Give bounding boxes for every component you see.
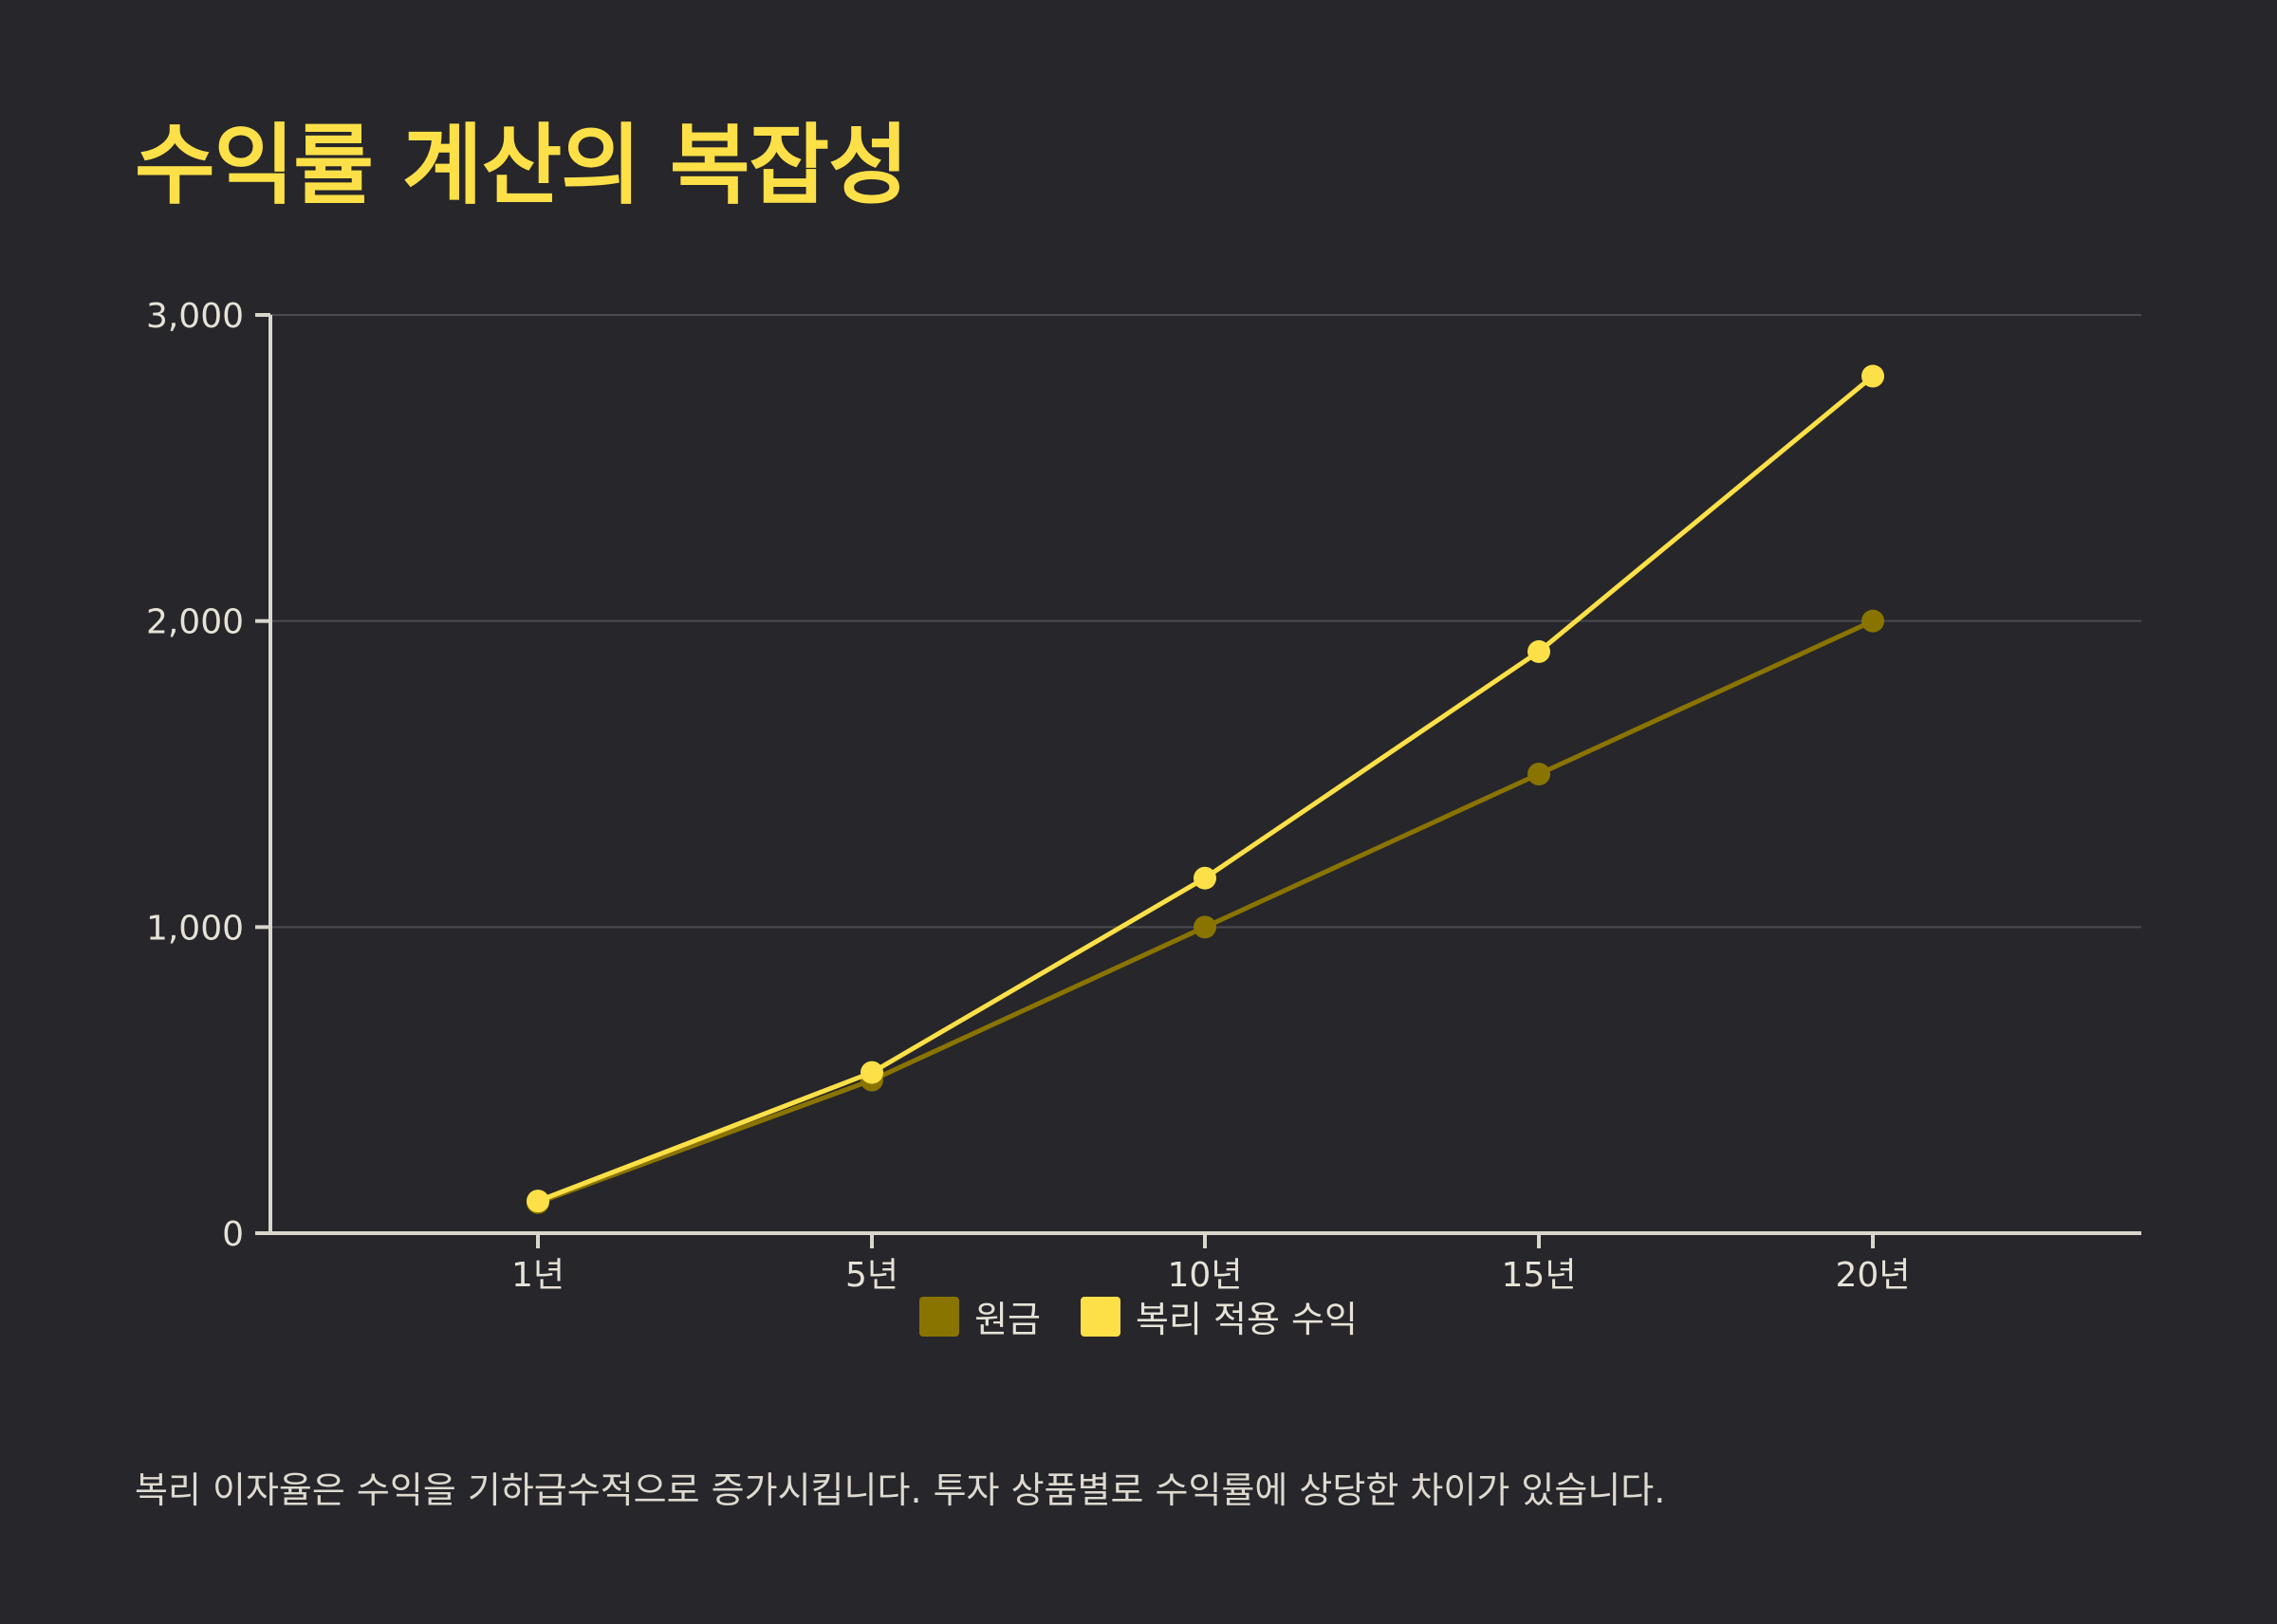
data-point-0-3 <box>1527 763 1550 785</box>
chart-legend: 원금 복리 적용 수익 <box>0 1290 2277 1342</box>
data-point-0-2 <box>1194 915 1216 939</box>
x-tick-label: 1년 <box>511 1256 565 1295</box>
y-tick-label: 1,000 <box>146 909 244 948</box>
grid-lines <box>270 314 2141 929</box>
axes <box>255 313 2141 1248</box>
x-tick-label: 10년 <box>1168 1256 1243 1295</box>
chart-caption: 복리 이자율은 수익을 기하급수적으로 증가시킵니다. 투자 상품별로 수익률에… <box>135 1469 1666 1511</box>
data-point-1-1 <box>861 1061 883 1084</box>
legend-label-compound: 복리 적용 수익 <box>1136 1299 1358 1340</box>
legend-swatch-compound <box>1081 1296 1120 1337</box>
x-tick-label: 20년 <box>1836 1256 1911 1295</box>
data-point-1-2 <box>1194 866 1216 890</box>
data-point-1-3 <box>1527 639 1550 663</box>
y-tick-label: 3,000 <box>146 297 244 336</box>
series-lines <box>527 364 1884 1214</box>
y-tick-label: 0 <box>222 1215 244 1254</box>
series-line-0 <box>535 618 1876 1206</box>
tick-labels: 0 1,000 2,000 3,000 1년 5년 10년 15년 20년 <box>146 297 1911 1295</box>
chart-title: 수익률 계산의 복잡성 <box>135 115 909 216</box>
x-tick-label: 15년 <box>1502 1256 1577 1295</box>
legend-item-compound: 복리 적용 수익 <box>1081 1290 1358 1342</box>
legend-label-principal: 원금 <box>974 1299 1041 1340</box>
legend-swatch-principal <box>919 1296 960 1337</box>
x-tick-label: 5년 <box>845 1256 898 1295</box>
data-point-1-4 <box>1861 364 1884 388</box>
y-tick-label: 2,000 <box>146 603 244 642</box>
data-point-0-4 <box>1861 609 1884 633</box>
data-point-1-0 <box>527 1190 549 1213</box>
legend-item-principal: 원금 <box>919 1290 1041 1342</box>
series-line-1 <box>535 374 1876 1204</box>
